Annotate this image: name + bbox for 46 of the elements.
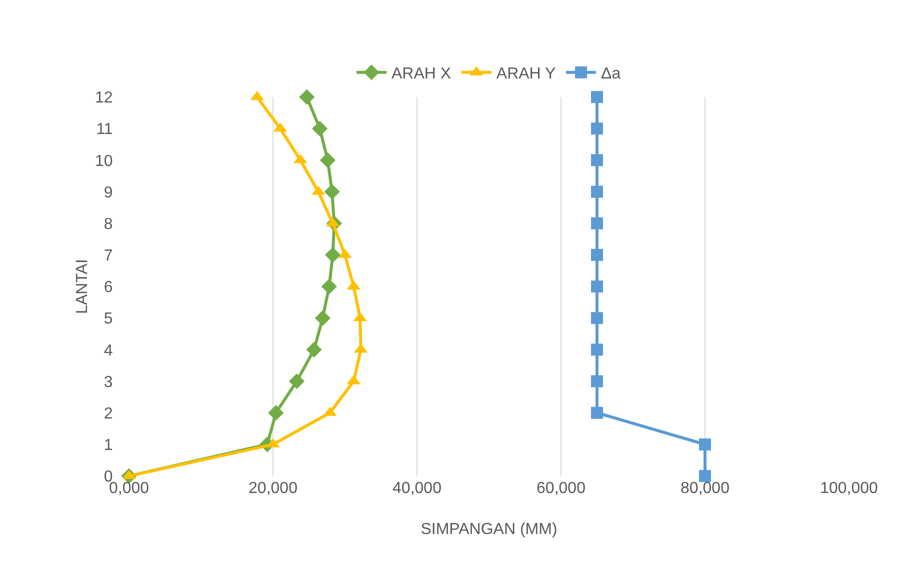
point [306, 342, 322, 358]
x-tick-label: 40,000 [392, 480, 442, 497]
y-tick-label: 2 [104, 405, 113, 422]
point [591, 375, 603, 388]
point [268, 405, 284, 421]
point [591, 344, 603, 356]
point [591, 154, 603, 166]
y-tick-label: 6 [104, 279, 113, 296]
y-tick-label: 9 [104, 184, 113, 202]
point [288, 373, 305, 390]
point [591, 312, 603, 324]
x-tick-label: 60,000 [536, 480, 586, 497]
point [314, 310, 330, 326]
y-tick-label: 10 [95, 152, 113, 170]
point [699, 470, 711, 482]
point [591, 406, 603, 419]
y-axis-title: LANTAI [74, 259, 91, 314]
y-tick-label: 5 [104, 310, 113, 328]
point [321, 278, 337, 294]
point [324, 184, 340, 200]
legend-label: Δa [601, 66, 621, 83]
point [299, 89, 315, 105]
point [591, 217, 603, 230]
point [591, 122, 603, 135]
point [699, 438, 711, 450]
y-tick-label: 8 [104, 216, 113, 233]
point [591, 280, 603, 292]
x-tick-label: 100,000 [820, 480, 878, 497]
x-axis-title: SIMPANGAN (MM) [420, 521, 558, 538]
x-tick-label: 0,000 [108, 480, 150, 497]
y-tick-label: 3 [104, 374, 113, 391]
y-tick-label: 11 [96, 121, 113, 138]
x-tick-label: 20,000 [248, 480, 298, 497]
y-tick-label: 4 [104, 342, 113, 360]
point [320, 152, 336, 168]
point [312, 120, 328, 136]
legend-label: ARAH X [392, 66, 452, 83]
point [591, 186, 603, 198]
y-tick-label: 1 [104, 437, 113, 454]
x-tick-label: 80,000 [680, 480, 730, 497]
point [591, 248, 603, 261]
point [591, 91, 603, 103]
y-tick-label: 7 [104, 248, 113, 265]
legend-label: ARAH Y [496, 66, 556, 83]
point [324, 247, 341, 263]
y-tick-label: 12 [95, 90, 113, 107]
